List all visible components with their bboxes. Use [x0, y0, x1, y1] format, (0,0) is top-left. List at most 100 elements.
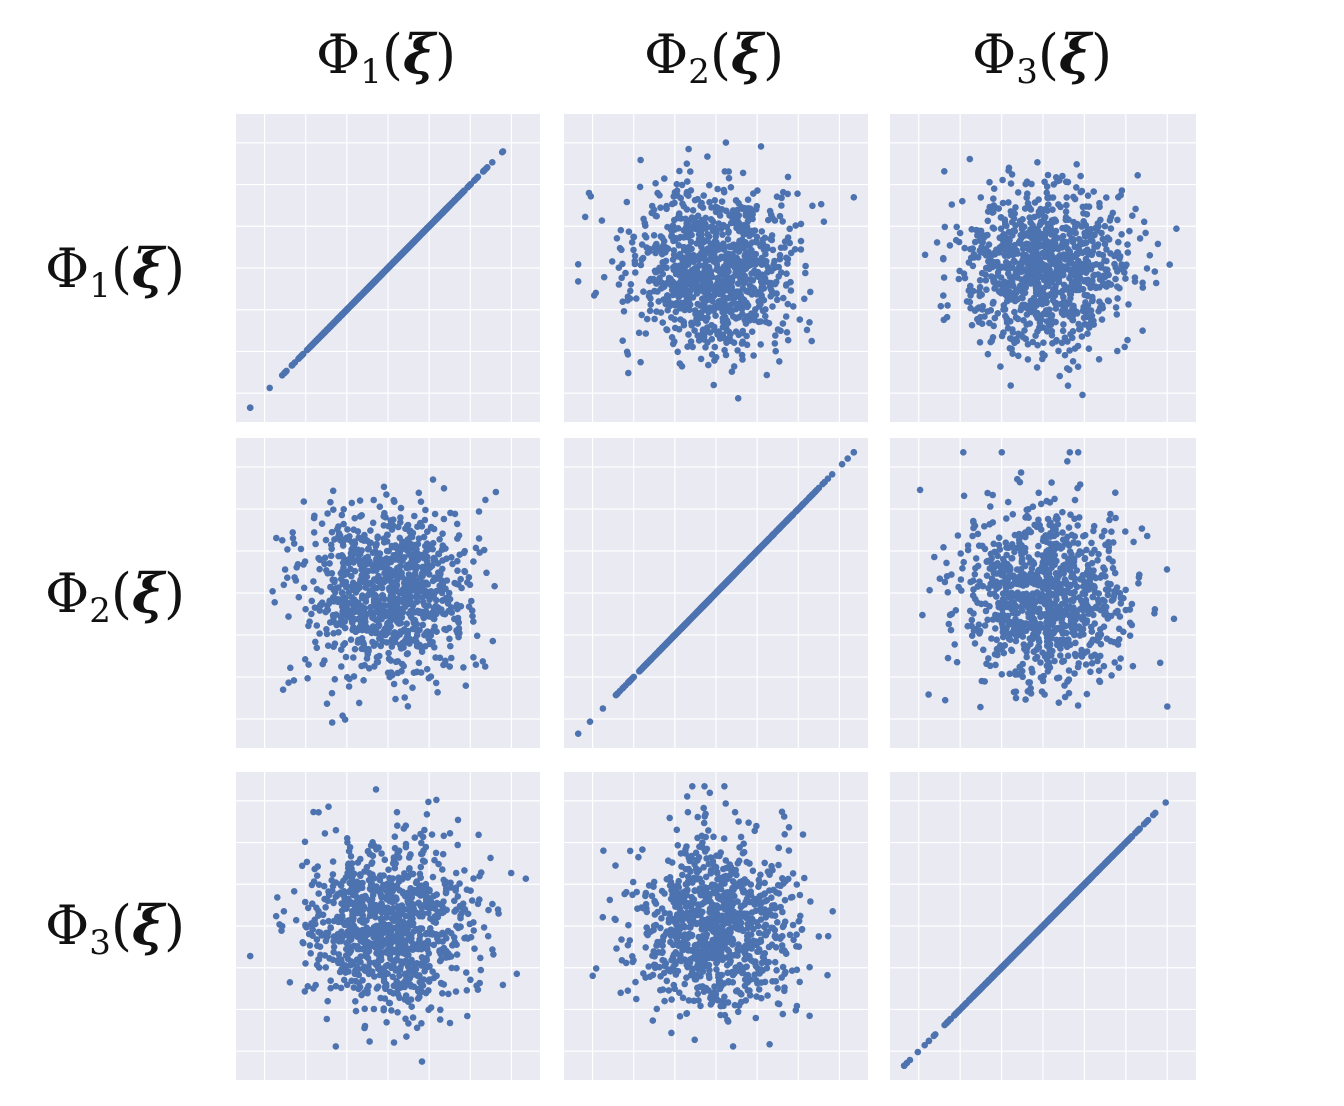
scatter-point [1083, 211, 1091, 218]
scatter-point [349, 619, 356, 626]
scatter-point [1018, 276, 1025, 283]
scatter-point [697, 355, 705, 363]
scatter-point [317, 602, 325, 609]
scatter-point [373, 616, 380, 624]
scatter-point [1095, 356, 1103, 363]
scatter-point [692, 225, 700, 233]
scatter-point [1011, 297, 1019, 305]
scatter-point [1030, 259, 1038, 266]
scatter-point [768, 267, 775, 275]
scatter-point [948, 201, 956, 208]
scatter-point [988, 337, 996, 345]
scatter-point [695, 275, 703, 282]
scatter-point [727, 184, 735, 191]
scatter-point [695, 256, 703, 263]
scatter-point [404, 650, 412, 657]
scatter-point [700, 192, 707, 199]
scatter-point [685, 331, 692, 338]
scatter-point [625, 228, 633, 235]
scatter-point [623, 198, 631, 206]
scatter-series [921, 155, 1180, 399]
scatter-point [318, 520, 326, 527]
scatter-point [364, 592, 372, 599]
scatter-point [691, 327, 698, 334]
scatter-point [1037, 220, 1044, 227]
scatter-point [784, 173, 792, 181]
scatter-point [379, 602, 387, 609]
scatter-point [627, 281, 635, 288]
scatter-point [944, 302, 951, 309]
scatter-point [1112, 304, 1120, 311]
scatter-point [440, 661, 447, 669]
scatter-point [994, 310, 1002, 317]
scatter-point [431, 510, 439, 518]
scatter-point [807, 288, 814, 296]
scatter-point [1023, 321, 1030, 328]
scatter-point [638, 311, 645, 319]
scatter-point [640, 288, 647, 295]
scatter-point [955, 238, 963, 246]
scatter-point [719, 223, 726, 231]
scatter-point [358, 618, 365, 626]
scatter-point [341, 624, 349, 632]
scatter-point [1062, 208, 1070, 215]
scatter-point [613, 235, 621, 242]
scatter-point [1009, 326, 1016, 333]
scatter-point [745, 205, 752, 212]
scatter-point [988, 273, 995, 280]
scatter-point [1094, 227, 1101, 234]
scatter-point [999, 176, 1006, 184]
scatter-point [354, 528, 362, 535]
scatter-series [574, 449, 858, 737]
scatter-point [454, 567, 461, 574]
scatter-point [1154, 240, 1162, 248]
scatter-point [304, 675, 311, 682]
scatter-point [351, 546, 359, 554]
scatter-point [312, 638, 319, 646]
scatter-point [1140, 218, 1148, 226]
scatter-point [351, 538, 358, 545]
scatter-point [1107, 250, 1114, 257]
scatter-point [1088, 317, 1095, 325]
scatter-point [1117, 191, 1124, 199]
scatter-point [965, 287, 973, 294]
scatter-point [460, 664, 467, 671]
scatter-point [1068, 227, 1075, 235]
scatter-point [1114, 249, 1122, 256]
scatter-point [704, 153, 711, 160]
scatter-point [1103, 194, 1110, 201]
scatter-point [434, 689, 441, 696]
scatter-point [946, 242, 954, 249]
scatter-point [1087, 307, 1095, 314]
scatter-panel-r2-c2 [564, 438, 868, 748]
scatter-point [640, 215, 647, 223]
scatter-point [741, 279, 749, 286]
scatter-point [328, 689, 336, 697]
scatter-point [1112, 275, 1119, 283]
scatter-point [742, 320, 750, 327]
scatter-point [673, 180, 681, 188]
scatter-point [389, 591, 396, 599]
scatter-point [1040, 274, 1048, 282]
scatter-point [413, 620, 421, 628]
scatter-point [808, 337, 815, 345]
scatter-point [776, 212, 784, 220]
scatter-point [1064, 382, 1072, 390]
scatter-point [727, 262, 734, 269]
scatter-point [378, 584, 386, 592]
scatter-point [1139, 327, 1146, 334]
scatter-point [383, 547, 391, 555]
scatter-point [1084, 246, 1091, 253]
scatter-point [466, 581, 474, 589]
scatter-point [1060, 271, 1067, 279]
scatter-point [413, 668, 420, 676]
scatter-point [1101, 222, 1109, 230]
scatter-point [670, 193, 677, 200]
scatter-point [1035, 196, 1042, 203]
scatter-point [956, 267, 963, 275]
scatter-point [481, 166, 489, 174]
scatter-point [404, 703, 412, 710]
scatter-point [380, 535, 388, 542]
scatter-point [1075, 320, 1082, 328]
scatter-point [1071, 345, 1079, 352]
